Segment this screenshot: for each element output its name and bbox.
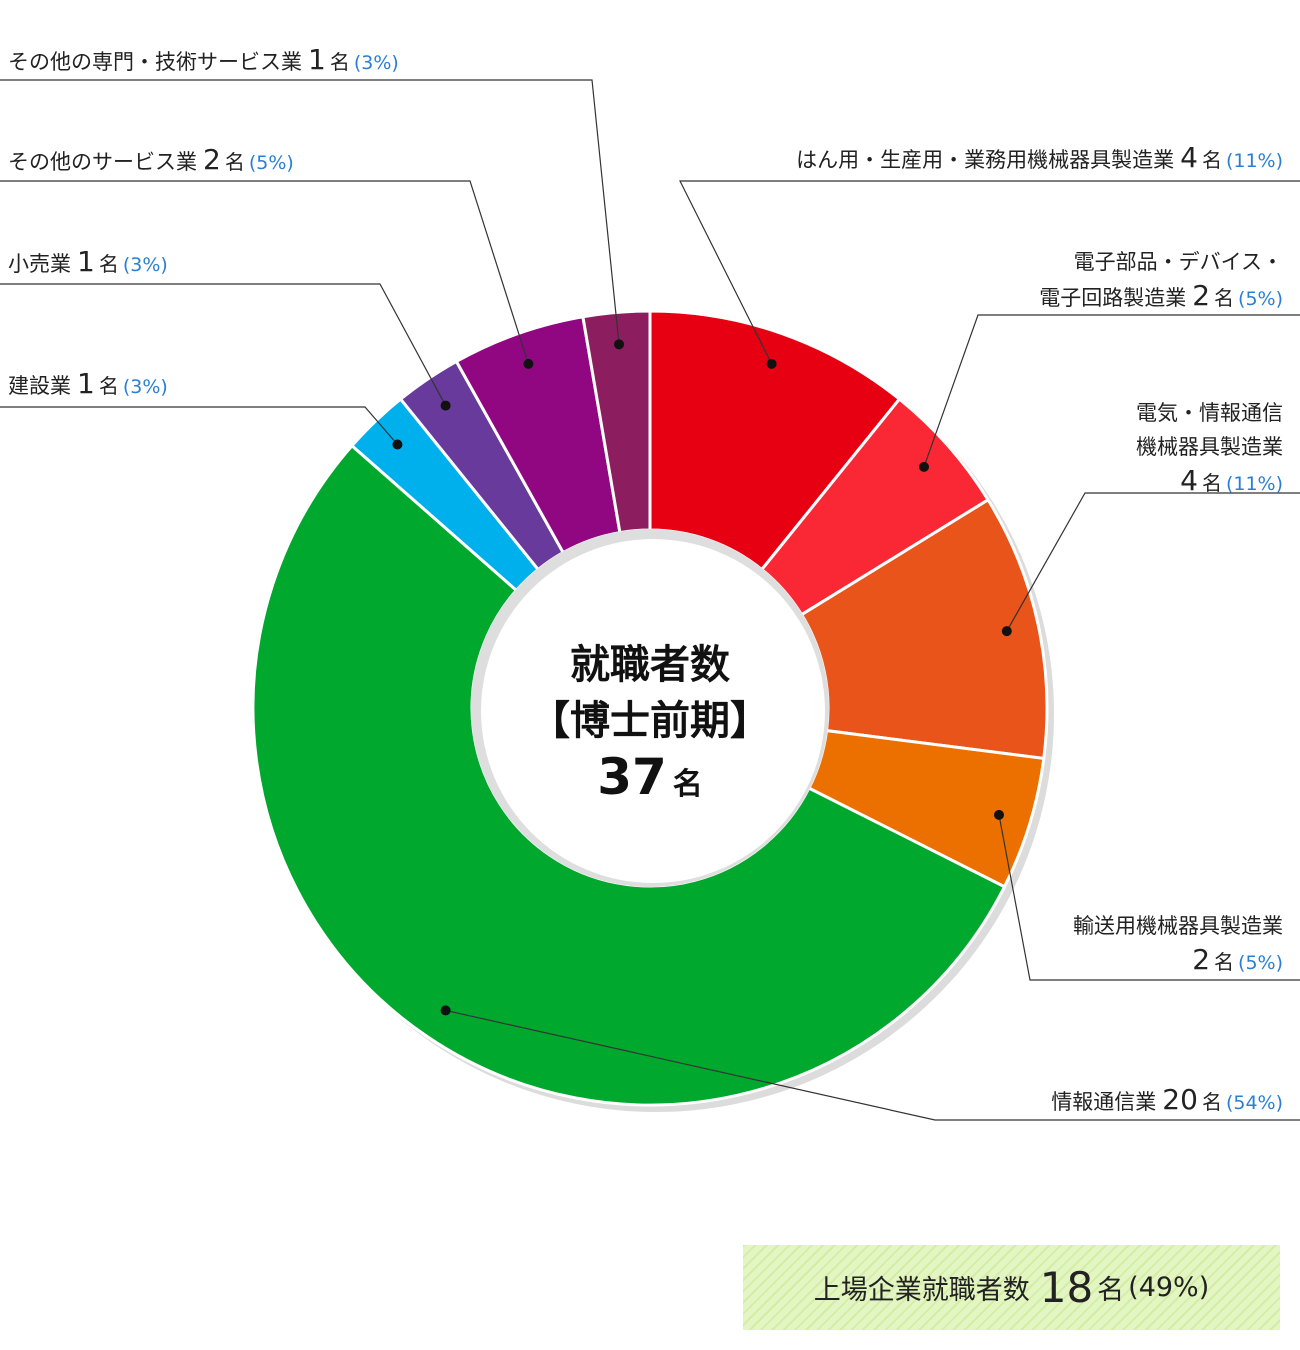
category: 情報通信業 [1051, 1090, 1157, 1114]
leader-line [0, 283, 447, 406]
percent: (3%) [122, 254, 168, 276]
count: 2 [203, 143, 221, 176]
unit: 名 [1201, 471, 1222, 495]
category: 建設業 [8, 374, 71, 398]
leader-dot [994, 809, 1005, 820]
center-total: 37 名 [450, 748, 850, 806]
count: 4 [1180, 464, 1198, 497]
unit: 名 [672, 767, 703, 802]
listed-label: 上場企業就職者数 [813, 1275, 1030, 1306]
leader-dot [392, 439, 403, 450]
count: 1 [77, 245, 95, 278]
count: 2 [1192, 279, 1211, 312]
percent: (5%) [1238, 952, 1283, 974]
center-title: 就職者数 [570, 642, 730, 688]
category: その他のサービス業 [8, 150, 197, 174]
hole [481, 539, 825, 883]
slice-label: 情報通信業 20 名 (54%) [1051, 1083, 1283, 1120]
unit: 名 [1214, 286, 1235, 310]
unit: 名 [1201, 148, 1222, 172]
leader-line [923, 314, 1300, 468]
leader-dot [614, 339, 625, 350]
unit: 名 [1201, 1090, 1222, 1114]
percent: (3%) [353, 52, 399, 74]
leader-dot [440, 1005, 451, 1016]
slice-label: 建設業 1 名 (3%) [8, 367, 168, 404]
percent: (3%) [122, 376, 168, 398]
leader-line [0, 79, 620, 345]
leader-dot [1001, 626, 1012, 637]
total: 37 [597, 748, 667, 806]
percent: (11%) [1225, 150, 1283, 172]
leader-dot [440, 400, 451, 411]
leader-dot [766, 358, 777, 369]
unit: 名 [1214, 950, 1235, 974]
listed-box: 上場企業就職者数 18 名 (49%) [743, 1245, 1280, 1330]
category: 電子部品・デバイス・ 電子回路製造業 [1039, 250, 1283, 310]
count: 4 [1180, 141, 1198, 174]
slice-label: 電気・情報通信 機械器具製造業 4 名 (11%) [1136, 396, 1283, 501]
slice-label: はん用・生産用・業務用機械器具製造業 4 名 (11%) [796, 141, 1283, 178]
slice-label: その他の専門・技術サービス業 1 名 (3%) [8, 43, 399, 80]
slice-label: 輸送用機械器具製造業 2 名 (5%) [1073, 909, 1283, 980]
percent: (5%) [248, 152, 294, 174]
category: はん用・生産用・業務用機械器具製造業 [796, 148, 1175, 172]
listed-count: 18 [1039, 1263, 1094, 1312]
center-subtitle: 【博士前期】 [530, 698, 770, 744]
count: 2 [1192, 943, 1211, 976]
slice-label: その他のサービス業 2 名 (5%) [8, 143, 294, 180]
leader-line [998, 814, 1300, 981]
leader-line [679, 180, 1300, 365]
leader-line [0, 406, 398, 445]
slice-label: 電子部品・デバイス・ 電子回路製造業 2 名 (5%) [1039, 245, 1283, 316]
percent: (11%) [1225, 473, 1283, 495]
category: その他の専門・技術サービス業 [8, 50, 302, 74]
category: 電気・情報通信 機械器具製造業 [1136, 401, 1283, 459]
leader-line [0, 180, 529, 365]
count: 1 [77, 367, 95, 400]
count: 1 [308, 43, 326, 76]
leader-line [445, 1009, 1300, 1121]
percent: (5%) [1238, 288, 1283, 310]
unit: 名 [98, 374, 119, 398]
category: 輸送用機械器具製造業 [1073, 914, 1283, 938]
unit: 名 [224, 150, 245, 174]
unit: 名 [1097, 1275, 1125, 1306]
category: 小売業 [8, 252, 71, 276]
slice-label: 小売業 1 名 (3%) [8, 245, 168, 282]
percent: (54%) [1225, 1092, 1283, 1114]
count: 20 [1162, 1083, 1198, 1116]
leader-dot [523, 358, 534, 369]
leader-line [1006, 492, 1300, 632]
leader-dot [918, 461, 929, 472]
unit: 名 [329, 50, 350, 74]
listed-percent: (49%) [1128, 1272, 1210, 1303]
unit: 名 [98, 252, 119, 276]
